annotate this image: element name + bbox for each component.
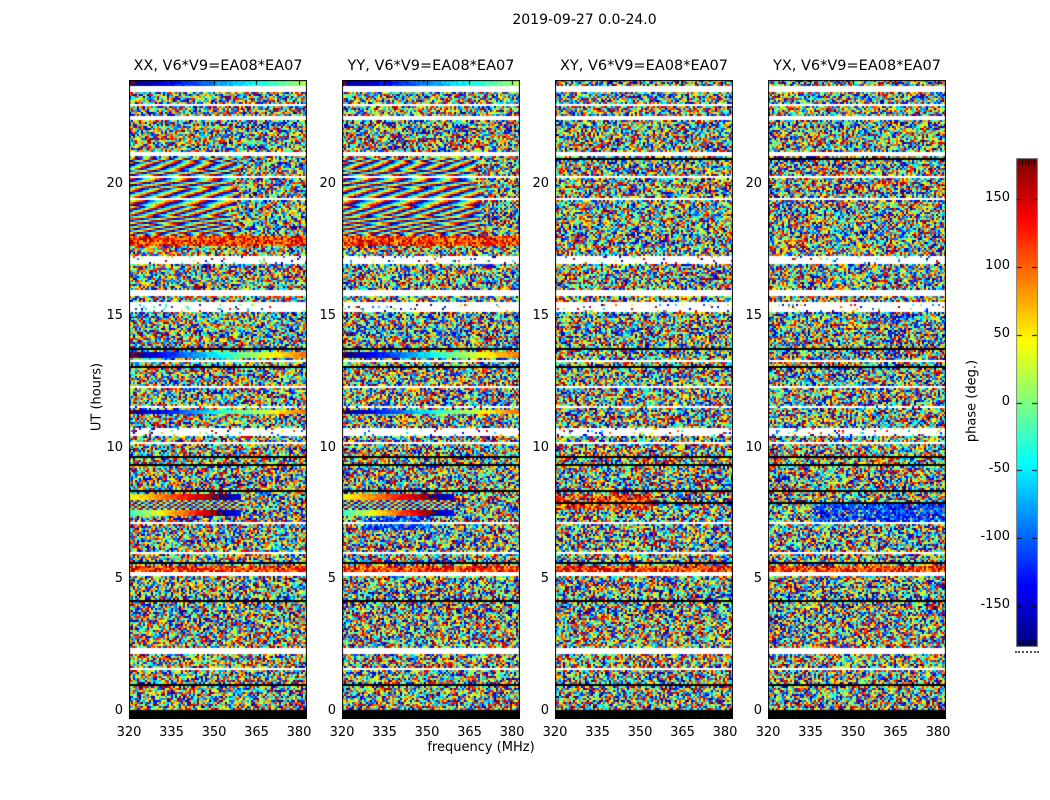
x-tick-label: 380 xyxy=(925,725,951,740)
panel-heatmap-xy xyxy=(555,80,733,719)
y-tick-label: 15 xyxy=(106,308,123,324)
x-tick-label: 320 xyxy=(755,725,781,740)
panel-heatmap-xx xyxy=(129,80,307,719)
x-tick-label: 320 xyxy=(329,725,355,740)
x-tick-label: 380 xyxy=(286,725,312,740)
x-tick-label: 335 xyxy=(798,725,823,740)
y-axis-label: UT (hours) xyxy=(89,362,105,432)
y-tick-label: 15 xyxy=(745,308,762,324)
colorbar-gradient xyxy=(1016,158,1038,647)
colorbar-tick-label: -100 xyxy=(980,529,1010,545)
y-tick-label: 0 xyxy=(327,703,336,718)
x-tick-label: 320 xyxy=(116,725,142,740)
y-tick-label: 20 xyxy=(532,176,549,192)
y-tick-label: 5 xyxy=(327,571,336,587)
y-tick-label: 10 xyxy=(532,439,549,455)
y-tick-label: 15 xyxy=(532,308,549,324)
y-tick-label: 20 xyxy=(106,176,123,192)
colorbar-label: phase (deg.) xyxy=(964,359,980,443)
colorbar-tick-label: 100 xyxy=(985,257,1010,273)
y-tick-label: 5 xyxy=(753,571,762,587)
y-tick-label: 0 xyxy=(114,703,123,718)
panel-heatmap-yy xyxy=(342,80,520,719)
x-tick-label: 365 xyxy=(244,725,269,740)
x-tick-label: 335 xyxy=(159,725,184,740)
x-axis-label: frequency (MHz) xyxy=(427,740,535,755)
panel-heatmap-yx xyxy=(768,80,946,719)
colorbar-tick-label: 0 xyxy=(1001,393,1010,409)
colorbar-extend-dotted-line xyxy=(1015,651,1039,653)
x-tick-label: 350 xyxy=(627,725,653,740)
y-tick-label: 5 xyxy=(114,571,123,587)
panel-title-xy: XY, V6*V9=EA08*EA07 xyxy=(559,58,728,74)
y-tick-label: 0 xyxy=(540,703,549,718)
x-tick-label: 320 xyxy=(542,725,568,740)
x-tick-label: 365 xyxy=(457,725,482,740)
y-tick-label: 0 xyxy=(753,703,762,718)
x-tick-label: 350 xyxy=(414,725,440,740)
colorbar-tick-label: -150 xyxy=(980,597,1010,613)
colorbar-tick-label: 50 xyxy=(993,325,1010,341)
y-tick-label: 10 xyxy=(745,439,762,455)
x-tick-label: 350 xyxy=(840,725,866,740)
panel-title-xx: XX, V6*V9=EA08*EA07 xyxy=(133,58,303,74)
x-tick-label: 365 xyxy=(883,725,908,740)
x-tick-label: 335 xyxy=(372,725,397,740)
x-tick-label: 365 xyxy=(670,725,695,740)
colorbar-tick-label: -50 xyxy=(988,461,1010,477)
x-tick-label: 380 xyxy=(712,725,738,740)
y-tick-label: 20 xyxy=(319,176,336,192)
y-tick-label: 15 xyxy=(319,308,336,324)
y-tick-label: 20 xyxy=(745,176,762,192)
y-tick-label: 10 xyxy=(106,439,123,455)
colorbar-tick-label: 150 xyxy=(985,189,1010,205)
y-tick-label: 10 xyxy=(319,439,336,455)
panel-title-yy: YY, V6*V9=EA08*EA07 xyxy=(347,58,515,74)
figure-title: 2019-09-27 0.0-24.0 xyxy=(512,12,657,28)
panel-title-yx: YX, V6*V9=EA08*EA07 xyxy=(772,58,941,74)
x-tick-label: 380 xyxy=(499,725,525,740)
y-tick-label: 5 xyxy=(540,571,549,587)
x-tick-label: 335 xyxy=(585,725,610,740)
x-tick-label: 350 xyxy=(201,725,227,740)
